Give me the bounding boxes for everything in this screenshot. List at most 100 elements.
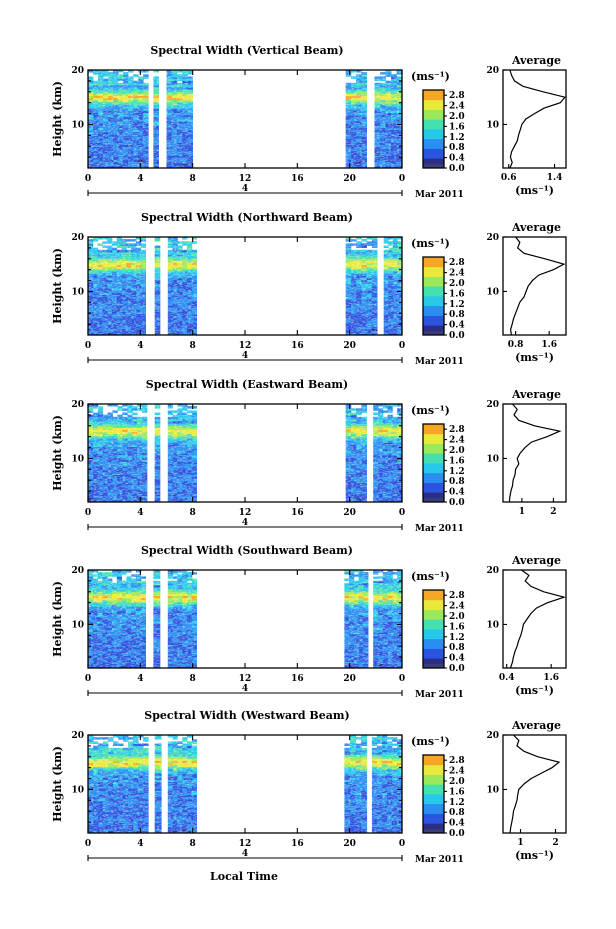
average-profile-line xyxy=(509,69,566,169)
x-tick-label: 12 xyxy=(239,174,252,184)
average-x-tick-label: 0.8 xyxy=(508,340,524,350)
date-day-label: 4 xyxy=(242,351,248,361)
x-tick-label: 0 xyxy=(85,341,91,351)
average-x-tick-label: 1.6 xyxy=(541,340,557,350)
x-tick-label: 8 xyxy=(190,341,196,351)
colorbar-tick-label: 0.0 xyxy=(449,164,465,174)
average-frame xyxy=(502,569,567,669)
colorbar-tick-label: 1.6 xyxy=(449,787,465,797)
average-title: Average xyxy=(511,54,561,67)
average-y-tick-label: 10 xyxy=(486,454,499,464)
colorbar-tick-label: 2.4 xyxy=(449,436,465,446)
y-axis-label: Height (km) xyxy=(51,746,64,822)
colorbar-tick-label: 0.8 xyxy=(449,310,465,320)
colorbar-tick-label: 2.8 xyxy=(449,258,465,268)
average-y-tick-label: 10 xyxy=(486,785,499,795)
colorbar-tick-label: 0.8 xyxy=(449,143,465,153)
colorbar-tick-label: 1.6 xyxy=(449,289,465,299)
colorbar-tick-label: 1.2 xyxy=(449,633,465,643)
colorbar-tick-label: 2.0 xyxy=(449,777,465,787)
colorbar xyxy=(422,423,445,503)
average-y-tick-label: 20 xyxy=(486,400,499,410)
colorbar-tick-label: 2.8 xyxy=(449,425,465,435)
x-tick-label: 0 xyxy=(399,839,405,849)
colorbar-unit: (ms⁻¹) xyxy=(411,735,450,748)
average-title: Average xyxy=(511,554,561,567)
colorbar-unit: (ms⁻¹) xyxy=(411,237,450,250)
date-month-label: Mar 2011 xyxy=(415,855,464,865)
colorbar-tick-label: 2.0 xyxy=(449,612,465,622)
y-tick-label: 20 xyxy=(71,731,84,741)
x-tick-label: 12 xyxy=(239,674,252,684)
x-tick-label: 4 xyxy=(137,341,143,351)
y-tick-label: 10 xyxy=(71,620,84,630)
date-month-label: Mar 2011 xyxy=(415,190,464,200)
average-x-label: (ms⁻¹) xyxy=(515,849,554,862)
time-axis-label: Local Time xyxy=(210,870,278,883)
panel-title: Spectral Width (Eastward Beam) xyxy=(146,378,348,391)
colorbar-tick-label: 2.0 xyxy=(449,112,465,122)
colorbar-tick-label: 0.4 xyxy=(449,321,465,331)
x-tick-label: 0 xyxy=(399,508,405,518)
colorbar-tick-label: 1.2 xyxy=(449,133,465,143)
average-y-tick-label: 20 xyxy=(486,566,499,576)
x-tick-label: 16 xyxy=(291,839,304,849)
x-tick-label: 0 xyxy=(399,174,405,184)
x-tick-label: 12 xyxy=(239,508,252,518)
average-x-tick-label: 1 xyxy=(517,838,523,848)
x-tick-label: 16 xyxy=(291,674,304,684)
average-y-tick-label: 20 xyxy=(486,66,499,76)
x-tick-label: 0 xyxy=(85,508,91,518)
date-day-label: 4 xyxy=(242,849,248,859)
colorbar-tick-label: 1.6 xyxy=(449,122,465,132)
x-tick-label: 20 xyxy=(343,341,356,351)
average-x-label: (ms⁻¹) xyxy=(515,184,554,197)
date-month-label: Mar 2011 xyxy=(415,690,464,700)
average-y-tick-label: 10 xyxy=(486,287,499,297)
colorbar xyxy=(422,256,445,336)
average-x-label: (ms⁻¹) xyxy=(515,684,554,697)
average-y-tick-label: 10 xyxy=(486,120,499,130)
average-title: Average xyxy=(511,221,561,234)
x-tick-label: 8 xyxy=(190,508,196,518)
average-frame xyxy=(502,734,567,834)
colorbar-tick-label: 2.4 xyxy=(449,767,465,777)
panel-title: Spectral Width (Vertical Beam) xyxy=(150,44,343,57)
average-x-tick-label: 1 xyxy=(519,507,525,517)
x-tick-label: 16 xyxy=(291,174,304,184)
colorbar-tick-label: 2.4 xyxy=(449,269,465,279)
colorbar-tick-label: 0.8 xyxy=(449,808,465,818)
heatmap xyxy=(88,70,402,168)
x-tick-label: 0 xyxy=(85,839,91,849)
panel-title: Spectral Width (Westward Beam) xyxy=(144,709,349,722)
colorbar-unit: (ms⁻¹) xyxy=(411,70,450,83)
average-profile-line xyxy=(509,569,567,669)
date-month-label: Mar 2011 xyxy=(415,524,464,534)
y-tick-label: 20 xyxy=(71,66,84,76)
average-title: Average xyxy=(511,719,561,732)
x-tick-label: 0 xyxy=(399,674,405,684)
x-tick-label: 4 xyxy=(137,839,143,849)
x-tick-label: 8 xyxy=(190,674,196,684)
x-tick-label: 20 xyxy=(343,174,356,184)
colorbar-tick-label: 2.0 xyxy=(449,446,465,456)
colorbar-tick-label: 0.0 xyxy=(449,331,465,341)
colorbar-tick-label: 0.4 xyxy=(449,654,465,664)
y-axis-label: Height (km) xyxy=(51,81,64,157)
panel-title: Spectral Width (Southward Beam) xyxy=(141,544,353,557)
x-tick-label: 20 xyxy=(343,674,356,684)
x-tick-label: 8 xyxy=(190,174,196,184)
x-tick-label: 0 xyxy=(85,674,91,684)
heatmap xyxy=(88,570,402,668)
average-x-tick-label: 2 xyxy=(552,838,558,848)
date-day-label: 4 xyxy=(242,684,248,694)
colorbar-tick-label: 1.2 xyxy=(449,467,465,477)
panel-2: Spectral Width (Northward Beam) 10 20 0 4 8 12… xyxy=(51,211,567,367)
colorbar-tick-label: 2.4 xyxy=(449,102,465,112)
colorbar-tick-label: 0.4 xyxy=(449,819,465,829)
colorbar-tick-label: 2.4 xyxy=(449,602,465,612)
colorbar-tick-label: 2.8 xyxy=(449,756,465,766)
average-x-tick-label: 1.4 xyxy=(547,173,563,183)
